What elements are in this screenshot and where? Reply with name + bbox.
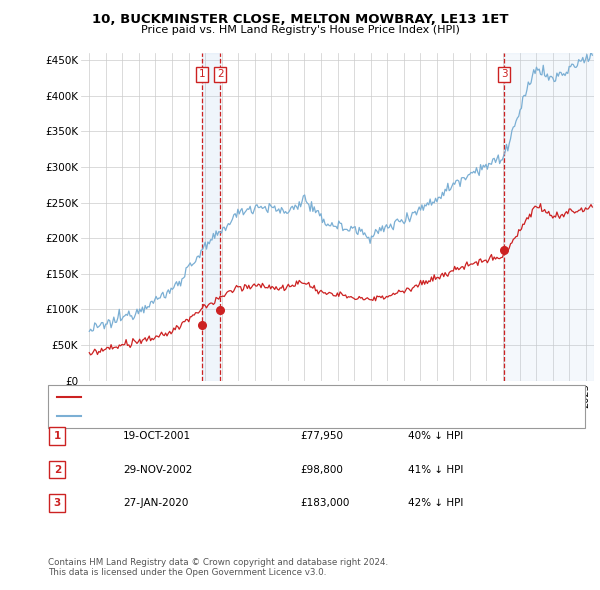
Text: 3: 3 bbox=[53, 499, 61, 508]
Text: Price paid vs. HM Land Registry's House Price Index (HPI): Price paid vs. HM Land Registry's House … bbox=[140, 25, 460, 35]
Text: 40% ↓ HPI: 40% ↓ HPI bbox=[408, 431, 463, 441]
Text: 1: 1 bbox=[53, 431, 61, 441]
Text: 29-NOV-2002: 29-NOV-2002 bbox=[123, 465, 193, 474]
Text: 42% ↓ HPI: 42% ↓ HPI bbox=[408, 499, 463, 508]
Text: £183,000: £183,000 bbox=[300, 499, 349, 508]
Text: 10, BUCKMINSTER CLOSE, MELTON MOWBRAY, LE13 1ET: 10, BUCKMINSTER CLOSE, MELTON MOWBRAY, L… bbox=[92, 13, 508, 26]
Bar bbox=[202, 53, 220, 381]
Text: 3: 3 bbox=[501, 70, 508, 80]
Text: 41% ↓ HPI: 41% ↓ HPI bbox=[408, 465, 463, 474]
Text: £77,950: £77,950 bbox=[300, 431, 343, 441]
Bar bbox=[504, 53, 594, 381]
Text: 2: 2 bbox=[53, 465, 61, 474]
Text: 19-OCT-2001: 19-OCT-2001 bbox=[123, 431, 191, 441]
Text: 2: 2 bbox=[217, 70, 223, 80]
Text: Contains HM Land Registry data © Crown copyright and database right 2024.
This d: Contains HM Land Registry data © Crown c… bbox=[48, 558, 388, 577]
Text: 1: 1 bbox=[199, 70, 205, 80]
Text: 27-JAN-2020: 27-JAN-2020 bbox=[123, 499, 188, 508]
Text: 10, BUCKMINSTER CLOSE, MELTON MOWBRAY, LE13 1ET (detached house): 10, BUCKMINSTER CLOSE, MELTON MOWBRAY, L… bbox=[87, 392, 458, 402]
Text: HPI: Average price, detached house, Melton: HPI: Average price, detached house, Melt… bbox=[87, 411, 305, 421]
Text: £98,800: £98,800 bbox=[300, 465, 343, 474]
